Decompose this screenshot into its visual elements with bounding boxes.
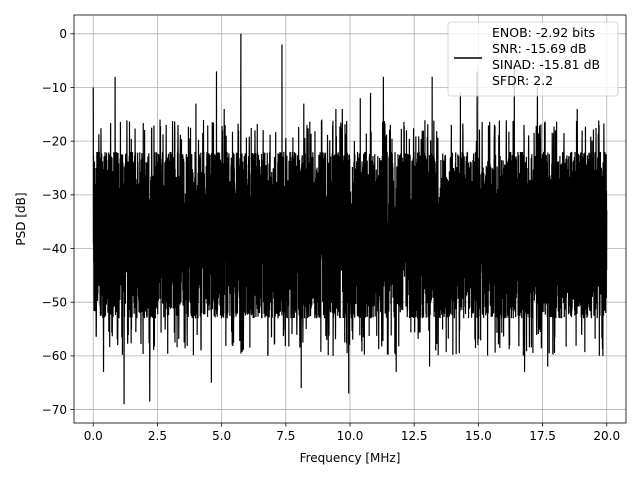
x-tick-label: 17.5 — [529, 429, 556, 443]
y-tick-label: −10 — [42, 81, 67, 95]
x-tick-label: 10.0 — [337, 429, 364, 443]
legend: ENOB: -2.92 bits SNR: -15.69 dB SINAD: -… — [447, 21, 619, 97]
x-tick-label: 5.0 — [212, 429, 231, 443]
x-tick-label: 2.5 — [148, 429, 167, 443]
x-tick-label: 7.5 — [276, 429, 295, 443]
y-tick-label: −50 — [42, 296, 67, 310]
y-tick-label: −40 — [42, 242, 67, 256]
legend-entry-snr: SNR: -15.69 dB — [492, 41, 587, 56]
y-axis-label: PSD [dB] — [14, 192, 28, 245]
psd-trace — [92, 33, 608, 405]
x-axis: 0.0 2.5 5.0 7.5 10.0 12.5 15.0 17.5 20.0 — [84, 423, 620, 443]
x-axis-label: Frequency [MHz] — [300, 451, 401, 465]
legend-entry-sinad: SINAD: -15.81 dB — [492, 57, 600, 72]
x-tick-label: 15.0 — [465, 429, 492, 443]
y-tick-label: 0 — [59, 27, 67, 41]
legend-entry-enob: ENOB: -2.92 bits — [492, 25, 595, 40]
x-tick-label: 12.5 — [401, 429, 428, 443]
y-tick-label: −60 — [42, 349, 67, 363]
legend-box — [447, 21, 619, 97]
y-tick-label: −70 — [42, 403, 67, 417]
x-tick-label: 0.0 — [84, 429, 103, 443]
series-psd — [92, 33, 608, 405]
x-tick-label: 20.0 — [593, 429, 620, 443]
y-tick-label: −30 — [42, 188, 67, 202]
y-tick-label: −20 — [42, 134, 67, 148]
y-axis: 0 −10 −20 −30 −40 −50 −60 −70 — [42, 27, 74, 417]
legend-entry-sfdr: SFDR: 2.2 — [492, 73, 553, 88]
